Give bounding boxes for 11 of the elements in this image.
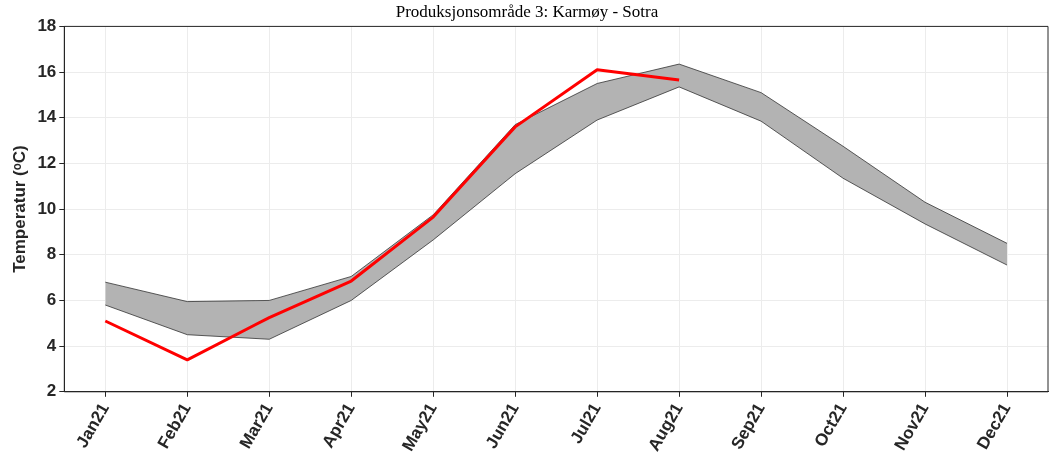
y-tick-label: 4 [46,335,57,355]
y-tick-label: 12 [37,153,57,173]
y-tick-label: 6 [46,290,57,310]
y-tick-label: 8 [46,244,57,264]
y-tick-label: 16 [37,61,57,81]
y-tick-label: 10 [37,198,57,218]
y-tick-label: 2 [46,381,57,401]
y-tick-label: 18 [37,16,57,36]
y-axis-title: Temperatur (ᵒC) [9,145,29,273]
y-tick-label: 14 [37,107,57,127]
chart-title: Produksjonsområde 3: Karmøy - Sotra [395,1,659,21]
